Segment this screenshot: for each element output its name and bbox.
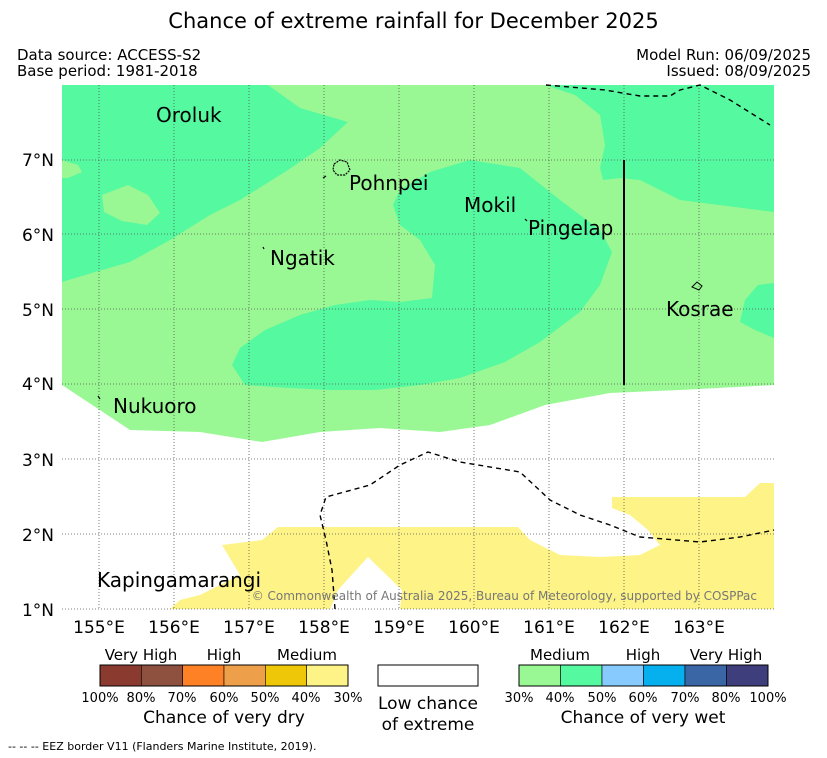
legend-swatch (265, 664, 307, 687)
legend-swatch (601, 664, 644, 687)
ant-atoll (322, 175, 327, 179)
legend-dry: Very High High Medium 100% 80% 70% 60% 5… (81, 646, 362, 728)
legend-tick: 100% (81, 691, 118, 706)
label-pohnpei: Pohnpei (349, 171, 429, 195)
legend-dry-header: High (207, 646, 241, 664)
legend-wet-colorbar (518, 664, 769, 687)
eez-border (319, 84, 775, 610)
label-nukuoro: Nukuoro (113, 394, 197, 418)
legend-tick: 80% (712, 691, 741, 706)
nukuoro-atoll (97, 395, 101, 400)
legend-swatch (643, 664, 686, 687)
legend-neutral-title-2: of extreme (382, 715, 475, 735)
lat-label: 3°N (22, 451, 54, 471)
wet-40-50-central (232, 160, 612, 390)
legend-dry-colorbar (99, 664, 349, 687)
label-ngatik: Ngatik (270, 246, 335, 270)
ngatik-atoll (262, 246, 265, 250)
pohnpei-island (332, 159, 351, 176)
legend-wet: Medium High Very High 30% 40% 50% 60% 70… (505, 646, 787, 728)
legend-tick: 30% (334, 691, 363, 706)
lat-label: 2°N (22, 526, 54, 546)
legend-swatch (182, 664, 225, 687)
lat-label: 7°N (22, 151, 54, 171)
legend-swatch (518, 664, 561, 687)
label-oroluk: Oroluk (156, 103, 222, 127)
lat-label: 6°N (22, 226, 54, 246)
legend-neutral-swatch (377, 664, 479, 687)
legend-tick: 50% (588, 691, 617, 706)
legend-tick: 30% (505, 691, 534, 706)
model-run: Model Run: 06/09/2025 (636, 46, 811, 64)
copyright-notice: © Commonwealth of Australia 2025, Bureau… (252, 589, 757, 603)
legend-wet-header: Very High (690, 646, 763, 664)
lon-label: 161°E (523, 618, 575, 638)
lon-label: 158°E (298, 618, 350, 638)
map-plot-area (62, 85, 774, 609)
kosrae-island (691, 281, 703, 291)
model-run-info: Model Run: 06/09/2025 Issued: 08/09/2025 (636, 47, 811, 79)
lat-label: 5°N (22, 301, 54, 321)
legend-wet-title: Chance of very wet (561, 708, 726, 728)
legend-swatch (141, 664, 183, 687)
mokil-atoll (524, 218, 528, 222)
label-pingelap: Pingelap (528, 216, 613, 240)
lon-label: 156°E (148, 618, 200, 638)
legend-tick: 50% (251, 691, 280, 706)
legend-swatch (306, 664, 349, 687)
legend-dry-header: Medium (277, 646, 337, 664)
low-chance-hole (330, 557, 402, 609)
legend-wet-ticks: 30% 40% 50% 60% 70% 80% 100% (505, 691, 787, 706)
longitude-labels: 155°E 156°E 157°E 158°E 159°E 160°E 161°… (73, 618, 725, 638)
wet-40-50-north-east (480, 85, 774, 212)
lon-label: 159°E (373, 618, 425, 638)
legend-tick: 100% (749, 691, 786, 706)
label-kosrae: Kosrae (666, 297, 734, 321)
lon-label: 157°E (223, 618, 275, 638)
legend-swatch (223, 664, 266, 687)
map-title: Chance of extreme rainfall for December … (168, 9, 659, 33)
label-kapingamarangi: Kapingamarangi (97, 568, 261, 592)
legend-neutral-title-1: Low chance (378, 694, 478, 714)
lat-label: 4°N (22, 375, 54, 395)
wet-30-40-patch-nw (102, 185, 160, 225)
latitude-labels: 7°N 6°N 5°N 4°N 3°N 2°N 1°N (22, 151, 54, 621)
issued-date: Issued: 08/09/2025 (666, 62, 811, 80)
dry-30-40-south (170, 483, 774, 609)
legend-swatch (684, 664, 727, 687)
legend-dry-header: Very High (105, 646, 178, 664)
legend-dry-title: Chance of very dry (143, 708, 305, 728)
base-period: Base period: 1981-2018 (17, 62, 198, 80)
legend-wet-header: High (626, 646, 660, 664)
wet-40-50-east (740, 283, 774, 338)
legend-neutral: Low chance of extreme (377, 664, 479, 735)
lat-label: 1°N (22, 601, 54, 621)
eez-footnote: -- -- -- EEZ border V11 (Flanders Marine… (8, 740, 317, 753)
legend-swatch (99, 664, 142, 687)
legend-tick: 70% (671, 691, 700, 706)
data-source: Data source: ACCESS-S2 (17, 46, 202, 64)
legend-wet-header: Medium (530, 646, 590, 664)
legend-dry-ticks: 100% 80% 70% 60% 50% 40% 30% (81, 691, 362, 706)
legend-swatch (560, 664, 603, 687)
legend-tick: 40% (292, 691, 321, 706)
lon-label: 160°E (448, 618, 500, 638)
legend-tick: 40% (546, 691, 575, 706)
data-source-info: Data source: ACCESS-S2 Base period: 1981… (17, 47, 201, 79)
label-mokil: Mokil (464, 193, 516, 217)
lon-label: 155°E (73, 618, 125, 638)
lon-label: 163°E (673, 618, 725, 638)
wet-40-50-north-west (62, 85, 348, 282)
legend-tick: 60% (210, 691, 239, 706)
legend-swatch (726, 664, 769, 687)
legend-tick: 80% (127, 691, 156, 706)
lon-label: 162°E (598, 618, 650, 638)
legend-tick: 60% (629, 691, 658, 706)
legend-tick: 70% (168, 691, 197, 706)
wet-30-40-patch-w (62, 160, 82, 178)
